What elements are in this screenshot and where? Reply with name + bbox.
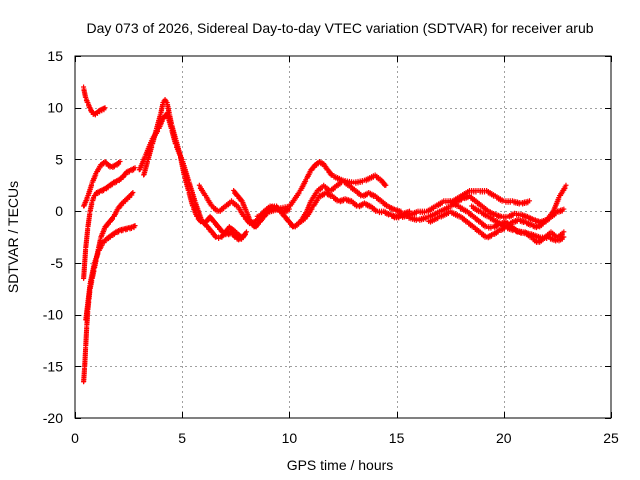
data-point <box>302 216 308 222</box>
data-point <box>116 161 122 167</box>
data-point <box>495 229 501 235</box>
y-tick-label: 10 <box>47 100 63 116</box>
data-point <box>130 190 136 196</box>
data-point <box>95 251 101 257</box>
y-tick-label: 5 <box>55 151 63 167</box>
data-point <box>91 196 97 202</box>
data-point <box>122 199 128 205</box>
data-point <box>313 191 319 197</box>
data-point <box>242 232 248 238</box>
data-point <box>315 196 321 202</box>
data-point <box>93 172 99 178</box>
data-point <box>332 185 338 191</box>
x-tick-label: 25 <box>603 430 619 446</box>
data-point <box>311 164 317 170</box>
data-point <box>103 238 109 244</box>
data-point <box>101 227 107 233</box>
data-point <box>92 193 98 199</box>
data-point <box>561 234 567 240</box>
grid-lines <box>75 56 611 418</box>
data-point <box>126 194 132 200</box>
data-point <box>296 221 302 227</box>
series-track-3 <box>81 165 138 281</box>
data-point <box>255 221 261 227</box>
data-point <box>105 185 111 191</box>
data-point <box>118 203 124 209</box>
data-point <box>111 231 117 237</box>
data-point <box>99 242 105 248</box>
data-point <box>102 105 108 111</box>
data-point <box>159 118 165 124</box>
data-point <box>562 186 568 192</box>
x-tick-label: 0 <box>71 430 79 446</box>
data-point <box>118 177 124 183</box>
data-point <box>553 211 559 217</box>
y-tick-label: -20 <box>43 410 63 426</box>
data-point <box>527 198 533 204</box>
data-point <box>142 155 148 161</box>
data-point <box>129 192 135 198</box>
y-tick-label: -10 <box>43 307 63 323</box>
x-tick-label: 20 <box>496 430 512 446</box>
y-tick-label: 0 <box>55 203 63 219</box>
chart-title: Day 073 of 2026, Sidereal Day-to-day VTE… <box>86 20 593 36</box>
data-point <box>97 165 103 171</box>
data-point <box>221 232 227 238</box>
data-point <box>114 208 120 214</box>
data-point <box>148 139 154 145</box>
series-track-1 <box>81 84 108 118</box>
data-point <box>107 234 113 240</box>
x-tick-label: 15 <box>389 430 405 446</box>
y-tick-label: 15 <box>47 48 63 64</box>
axis-ticks: 0 5 10 15 20 25 -20 -15 -10 -5 0 5 10 15 <box>43 48 619 446</box>
series-track-17 <box>469 203 567 244</box>
y-tick-label: -5 <box>51 255 64 271</box>
data-point <box>556 196 562 202</box>
data-point <box>383 182 389 188</box>
data-point <box>132 165 138 171</box>
series-track-2 <box>81 158 123 209</box>
plot-frame <box>74 55 612 419</box>
data-point <box>309 206 315 212</box>
data-point <box>303 178 309 184</box>
data-point <box>540 221 546 227</box>
x-tick-label: 10 <box>282 430 298 446</box>
data-point <box>296 191 302 197</box>
data-point <box>220 206 226 212</box>
data-point <box>132 223 138 229</box>
y-axis-label: SDTVAR / TECUs <box>5 181 21 293</box>
data-point <box>546 216 552 222</box>
data-point <box>110 216 116 222</box>
x-tick-label: 5 <box>178 430 186 446</box>
data-point <box>122 172 128 178</box>
data-point <box>155 129 161 135</box>
data-point <box>561 229 567 235</box>
data-point <box>307 170 313 176</box>
series-track-5 <box>83 223 138 323</box>
data-point <box>84 196 90 202</box>
data-point <box>430 206 436 212</box>
data-point <box>563 182 569 188</box>
x-axis-label: GPS time / hours <box>287 457 394 473</box>
data-point <box>89 183 95 189</box>
data-point <box>561 206 567 212</box>
series-track-7 <box>136 110 250 241</box>
y-tick-label: -15 <box>43 358 63 374</box>
data-point <box>109 182 115 188</box>
data-point <box>244 229 250 235</box>
data-point <box>439 200 445 206</box>
data-point <box>105 221 111 227</box>
data-points <box>81 84 569 385</box>
data-point <box>117 158 123 164</box>
